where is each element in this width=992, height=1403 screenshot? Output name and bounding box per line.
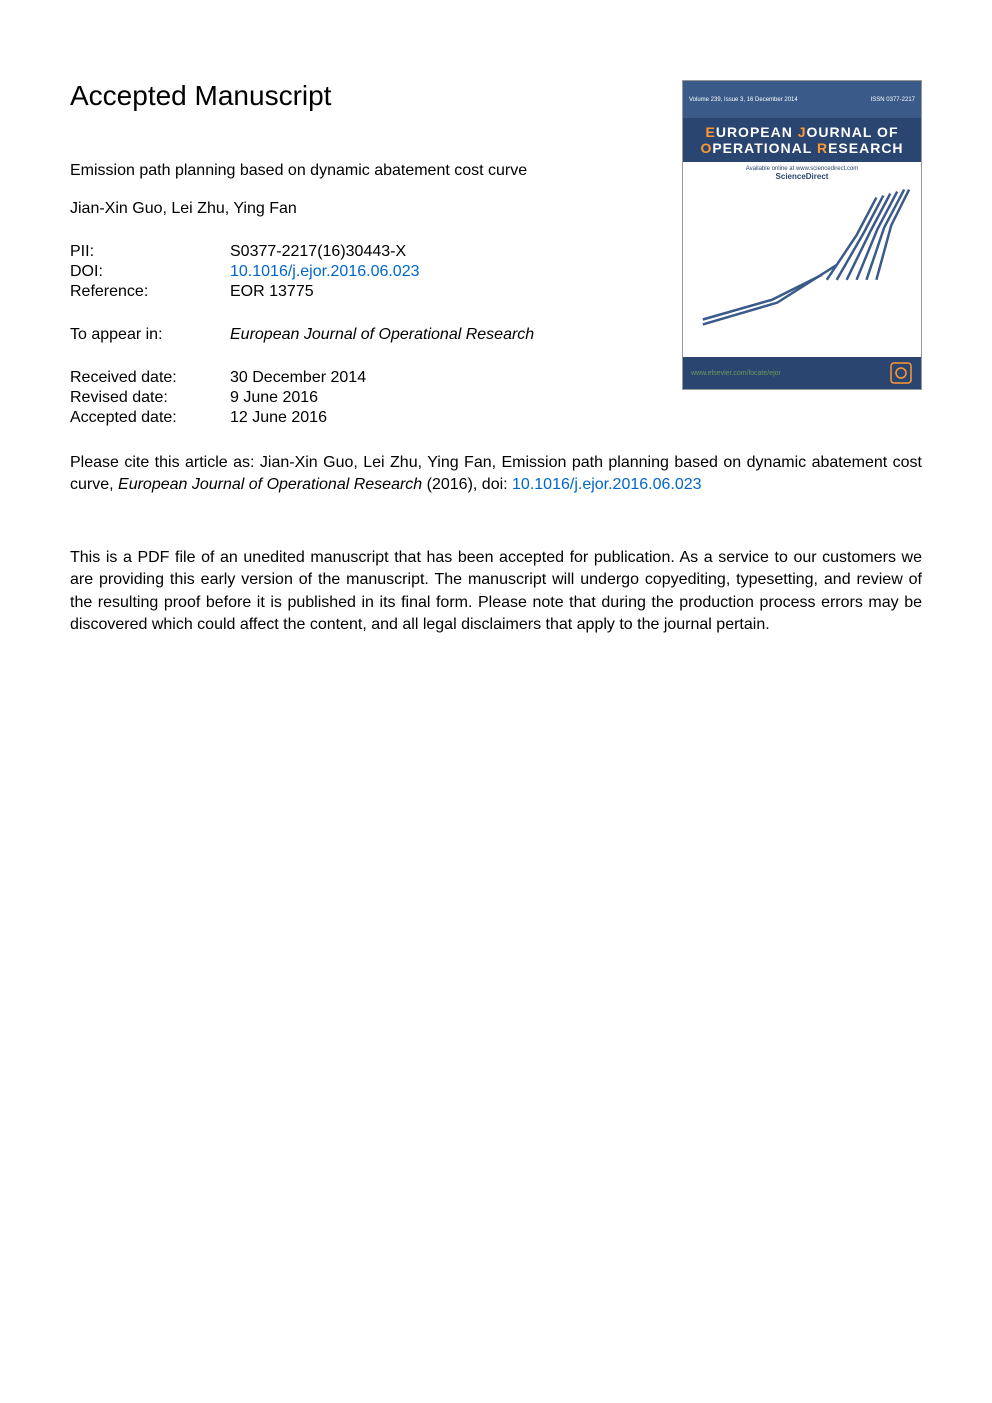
accepted-row: Accepted date: 12 June 2016 — [70, 409, 922, 427]
journal-cover-thumbnail: Volume 239, Issue 3, 16 December 2014 IS… — [682, 80, 922, 390]
cover-lines-svg — [683, 185, 921, 335]
cover-title-accent: R — [817, 140, 828, 156]
accepted-label: Accepted date: — [70, 409, 230, 427]
appear-value: European Journal of Operational Research — [230, 326, 534, 344]
cover-title-box: EUROPEAN JOURNAL OF OPERATIONAL RESEARCH — [683, 118, 921, 162]
cover-footer: www.elsevier.com/locate/ejor — [683, 357, 921, 389]
cover-title-text: ESEARCH — [828, 140, 903, 156]
cover-title-accent: O — [700, 140, 712, 156]
cover-issn-text: ISSN 0377-2217 — [871, 97, 915, 103]
cover-graphic — [683, 185, 921, 335]
reference-label: Reference: — [70, 283, 230, 301]
received-value: 30 December 2014 — [230, 369, 366, 387]
revised-value: 9 June 2016 — [230, 389, 318, 407]
citation-journal: European Journal of Operational Research — [118, 476, 422, 493]
pii-label: PII: — [70, 243, 230, 261]
disclaimer-text: This is a PDF file of an unedited manusc… — [70, 547, 922, 637]
citation-suffix: (2016), doi: — [422, 476, 512, 493]
cover-volume-text: Volume 239, Issue 3, 16 December 2014 — [689, 97, 798, 103]
revised-label: Revised date: — [70, 389, 230, 407]
cover-title-accent: J — [798, 124, 807, 140]
reference-value: EOR 13775 — [230, 283, 314, 301]
received-label: Received date: — [70, 369, 230, 387]
cover-sciencedirect-text: ScienceDirect — [687, 172, 917, 181]
revised-row: Revised date: 9 June 2016 — [70, 389, 922, 407]
cover-title-line1: EUROPEAN JOURNAL OF — [693, 124, 911, 140]
cover-title-accent: E — [705, 124, 715, 140]
doi-link[interactable]: 10.1016/j.ejor.2016.06.023 — [230, 263, 420, 281]
appear-label: To appear in: — [70, 326, 230, 344]
cover-title-text: UROPEAN — [716, 124, 798, 140]
citation-text: Please cite this article as: Jian-Xin Gu… — [70, 452, 922, 497]
pii-value: S0377-2217(16)30443-X — [230, 243, 406, 261]
citation-doi-link[interactable]: 10.1016/j.ejor.2016.06.023 — [512, 476, 702, 493]
cover-url-text: www.elsevier.com/locate/ejor — [691, 370, 781, 377]
cover-title-text: PERATIONAL — [712, 140, 817, 156]
accepted-value: 12 June 2016 — [230, 409, 327, 427]
doi-label: DOI: — [70, 263, 230, 281]
cover-header: Volume 239, Issue 3, 16 December 2014 IS… — [683, 81, 921, 118]
publisher-logo-icon — [889, 361, 913, 385]
cover-title-line2: OPERATIONAL RESEARCH — [693, 140, 911, 156]
cover-subtext: Available online at www.sciencedirect.co… — [683, 162, 921, 185]
cover-title-text: OURNAL OF — [807, 124, 899, 140]
